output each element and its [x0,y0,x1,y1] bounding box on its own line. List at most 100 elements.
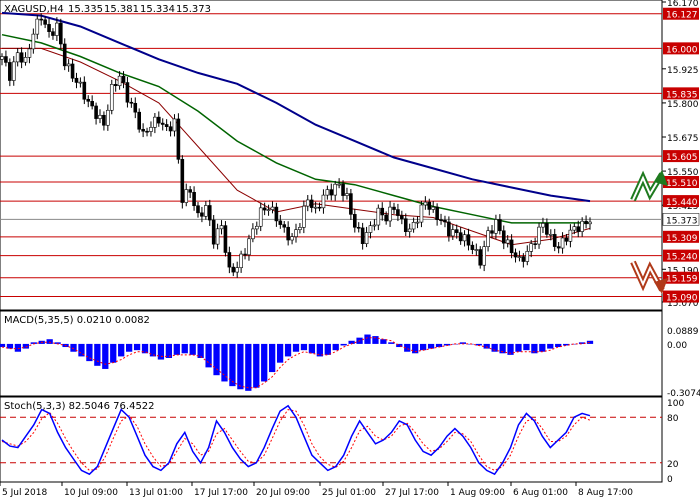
level-label-box [663,271,699,284]
price-pane-frame [0,0,663,311]
macd-bar [78,343,85,357]
candle-body [349,193,353,215]
stoch-axis-label: 80 [667,414,679,424]
candle-body [458,232,463,242]
candle-body [164,124,169,127]
candle-body [392,206,396,210]
price-axis: 16.170 15.925 15.800 15.675 15.550 15.425 15.1… [662,0,699,309]
candle-body [153,116,157,128]
candle-body [474,249,479,251]
macd-bar [443,343,451,346]
macd-bar [419,343,427,351]
macd-bar [555,343,562,348]
candle-body [537,226,541,245]
candle-body [11,61,16,81]
candle-body [568,229,573,242]
candle-body [541,223,545,228]
candle-body [396,209,400,216]
candle-body [407,228,412,233]
price-axis-label: 15.675 [667,134,699,144]
macd-bar [578,342,586,344]
stoch-axis-label: 0 [667,475,673,485]
macd-bar [491,343,498,352]
ma-mid-line [1,33,590,224]
level-label: 16.000 [666,45,698,55]
arrow-up-icon [630,170,668,202]
stoch-layer [0,404,662,476]
macd-bar [261,343,268,382]
level-label-box [663,195,699,208]
candle-body [431,206,436,210]
macd-bar [165,343,173,358]
candle-body [51,31,55,36]
candle-body [298,227,302,230]
macd-bar [388,342,395,344]
macd-bar [308,343,316,354]
candle-body [231,266,236,273]
macd-layer [0,334,594,391]
macd-bar [157,343,165,360]
candle-body [239,253,243,268]
candle-body [258,207,263,227]
macd-axis-label: -0.3074 [667,389,700,399]
candle-body [517,256,522,258]
candle-body [305,199,310,207]
stoch-main-line [1,404,591,476]
candle-body [576,226,581,232]
open-value: 15.335 [68,4,103,15]
level-label-box [663,176,699,188]
low-value: 15.334 [140,4,175,15]
candle-body [368,225,373,233]
level-label-box [663,7,699,20]
candle-body [450,229,455,237]
candle-body [47,24,51,32]
candle-body [215,228,220,245]
candle-body [545,223,549,235]
macd-bar [229,343,236,387]
candle-body [447,221,451,237]
candle-body [125,82,130,103]
candle-body [43,19,47,25]
macd-bar [189,343,196,355]
macd-bar [586,340,594,344]
level-label: 15.240 [666,253,698,263]
macd-bar [547,343,554,349]
candle-body [247,238,251,256]
macd-pane-frame [0,310,663,397]
macd-bar [213,343,220,376]
candle-body [4,56,8,63]
candle-body [137,111,141,130]
price-axis-label: 15.425 [667,202,699,212]
candle-body [400,215,404,220]
macd-bar [523,343,530,351]
candle-body [235,267,239,273]
candle-body [427,201,432,210]
candle-body [196,205,200,214]
candle-body [286,226,290,241]
high-value: 15.381 [104,4,139,15]
macd-bar [340,343,347,346]
candle-body [435,206,439,221]
macd-bar [499,343,506,354]
price-axis-label: 15.550 [667,168,699,178]
macd-pane: 0.0889 0.00 -0.3074 MACD(5,35,5) 0.0210 0.… [0,310,700,399]
candle-body [423,201,428,206]
level-label-box [663,87,699,100]
level-label-box [663,42,699,55]
candle-body [27,48,32,58]
stoch-pane: 100 80 20 0 Stoch(5,3,3) 82.5046 76.4522 [0,396,684,485]
candles-layer [0,13,592,278]
candle-body [588,221,592,225]
candle-body [98,114,102,119]
candle-body [223,225,228,253]
candle-body [0,56,4,60]
macd-bar [380,339,387,344]
macd-bar [364,334,371,344]
candle-body [145,130,149,133]
macd-bar [324,343,331,355]
macd-bar [515,343,522,352]
candle-body [23,57,28,63]
candle-body [251,228,255,240]
macd-bar [316,343,323,357]
candle-body [262,207,267,211]
